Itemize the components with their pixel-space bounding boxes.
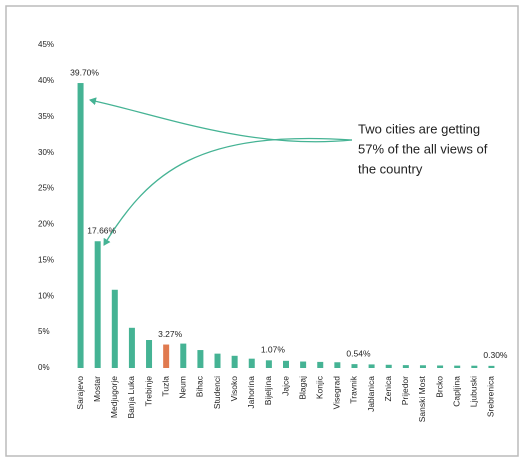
annotation-line: 57% of the all views of	[358, 141, 488, 156]
bar	[265, 360, 272, 368]
bar	[300, 361, 307, 368]
bar	[488, 365, 495, 368]
bar	[111, 289, 118, 368]
bar	[197, 350, 204, 368]
x-tick-label: Studenci	[212, 376, 222, 409]
y-tick-label: 15%	[38, 255, 54, 264]
bar	[454, 365, 461, 368]
bar	[385, 364, 392, 368]
arrow	[89, 97, 353, 143]
x-tick-label: Banja Luka	[126, 376, 136, 419]
x-tick-label: Ljubuski	[469, 376, 479, 407]
y-tick-label: 35%	[38, 112, 54, 121]
x-tick-label: Brcko	[434, 376, 444, 398]
x-tick-label: Travnik	[349, 375, 359, 403]
y-tick-label: 30%	[38, 148, 54, 157]
bar	[437, 365, 444, 368]
x-tick-label: Bihac	[195, 375, 205, 397]
x-tick-label: Srebrenica	[486, 376, 496, 417]
x-tick-label: Neum	[178, 376, 188, 399]
x-tick-label: Tuzla	[160, 376, 170, 397]
y-tick-label: 0%	[38, 363, 50, 372]
x-tick-label: Mostar	[92, 376, 102, 402]
bar	[351, 364, 358, 368]
bar	[128, 327, 135, 368]
x-tick-label: Konjic	[314, 375, 324, 399]
annotation: Two cities are getting 57% of the all vie…	[358, 121, 488, 176]
y-tick-label: 25%	[38, 184, 54, 193]
x-tick-label: Visegrad	[332, 376, 342, 410]
value-label: 3.27%	[158, 329, 183, 339]
annotation-line: Two cities are getting	[358, 121, 480, 136]
bar	[368, 364, 375, 368]
bar	[283, 360, 289, 368]
bar	[214, 353, 221, 368]
x-tick-label: Jahorina	[246, 376, 256, 409]
annotation-line: the country	[358, 161, 423, 176]
x-tick-label: Sarajevo	[75, 376, 85, 410]
bar	[471, 365, 478, 368]
x-tick-label: Prijedor	[400, 376, 410, 405]
bar	[231, 355, 238, 368]
y-tick-label: 5%	[38, 327, 50, 336]
value-label: 0.54%	[346, 348, 371, 358]
bar	[146, 340, 153, 368]
x-tick-label: Trebinje	[143, 376, 153, 407]
x-tick-label: Visoko	[229, 376, 239, 402]
x-tick-label: Zenica	[383, 376, 393, 402]
bar	[419, 365, 426, 368]
bar	[77, 83, 84, 368]
x-tick-label: Medjugorje	[109, 376, 119, 418]
bar	[248, 358, 255, 368]
y-tick-label: 45%	[38, 40, 54, 49]
bar	[163, 344, 170, 368]
bar	[180, 343, 187, 368]
y-tick-label: 20%	[38, 220, 54, 229]
bar	[94, 241, 101, 368]
x-tick-label: Jajce	[280, 376, 290, 396]
x-tick-label: Capljina	[451, 376, 461, 407]
x-tick-label: Jablanica	[366, 376, 376, 412]
value-label: 39.70%	[70, 67, 99, 77]
x-tick-label: Blagaj	[297, 376, 307, 400]
bar	[334, 362, 341, 368]
x-tick-label: Bijeljina	[263, 376, 273, 406]
y-tick-label: 10%	[38, 291, 54, 300]
x-tick-label: Sanski Most	[417, 375, 427, 422]
bar	[402, 365, 409, 368]
value-label: 17.66%	[87, 225, 116, 235]
value-label: 1.07%	[261, 345, 286, 355]
y-tick-label: 40%	[38, 76, 54, 85]
bar	[317, 361, 324, 368]
frame	[5, 5, 519, 457]
arrow	[103, 137, 353, 246]
value-label: 0.30%	[483, 350, 508, 360]
